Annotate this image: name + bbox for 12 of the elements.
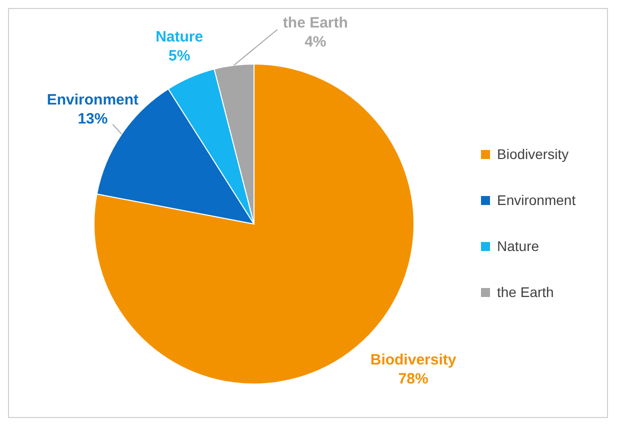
data-label: 78% — [398, 370, 428, 388]
legend-label: Environment — [497, 192, 576, 208]
legend-label: Nature — [497, 238, 540, 254]
data-label: 4% — [304, 33, 326, 50]
slice-label: Nature — [156, 28, 204, 46]
slice-label: Biodiversity — [370, 351, 457, 368]
legend-label: the Earth — [497, 284, 554, 300]
slice-label: the Earth — [282, 14, 348, 32]
data-label: 13% — [78, 110, 108, 128]
slice-label: Environment — [46, 91, 139, 108]
data-label: 5% — [168, 47, 190, 64]
legend-label: Biodiversity — [497, 146, 569, 162]
